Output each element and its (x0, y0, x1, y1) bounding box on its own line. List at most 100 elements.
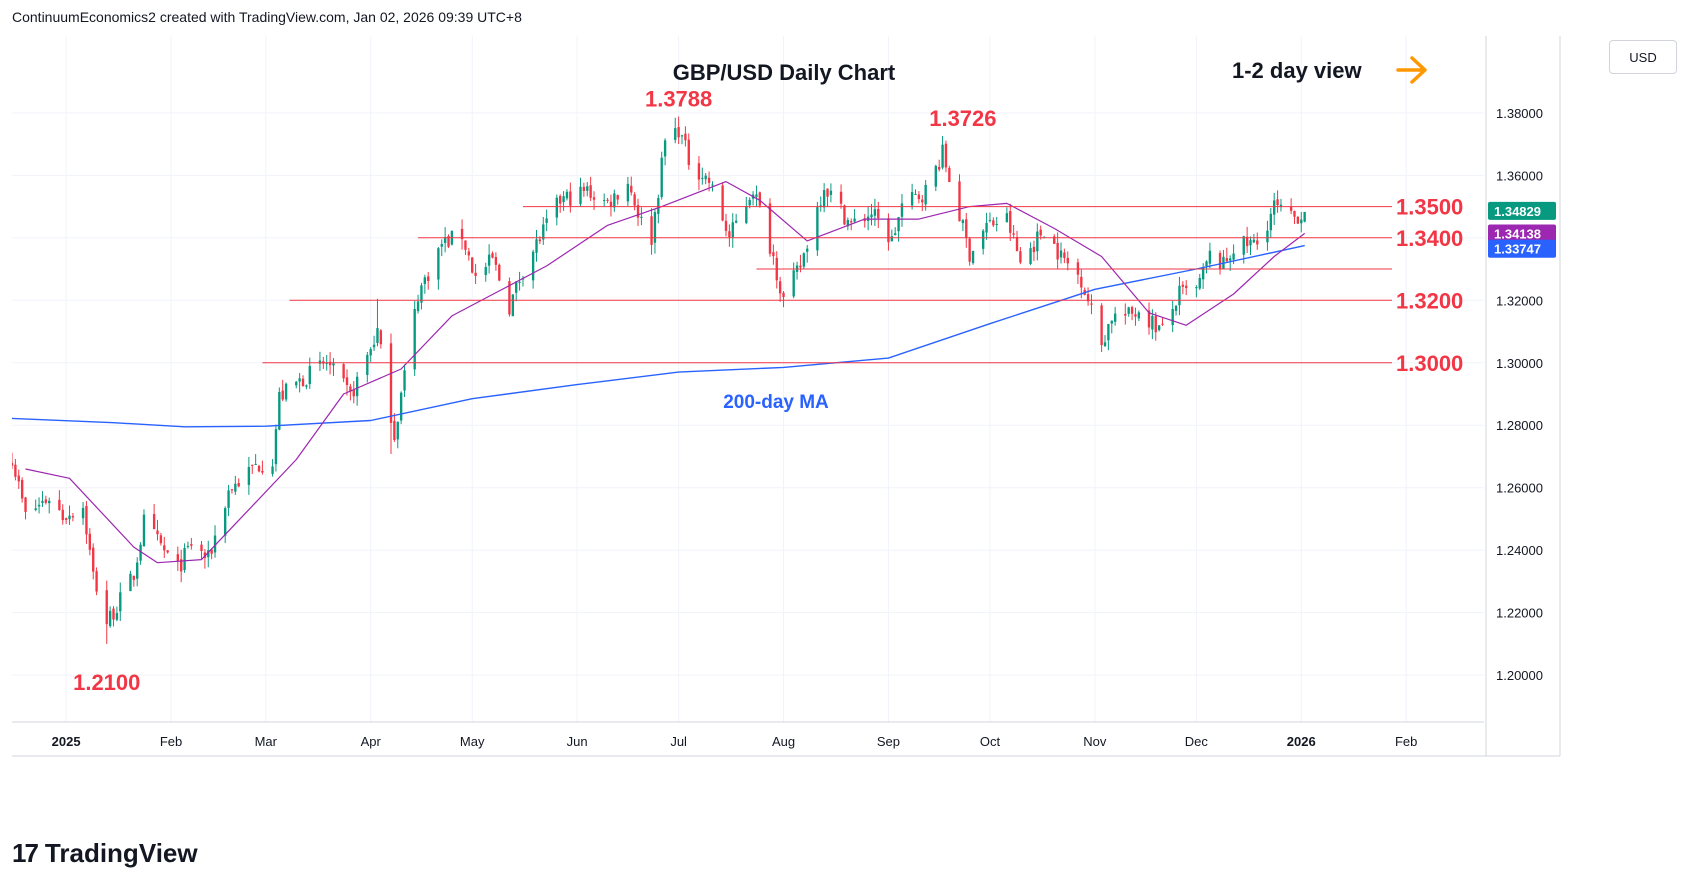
candle-body (1086, 294, 1090, 302)
candle-body (166, 550, 169, 553)
candle-body (186, 545, 190, 547)
candlestick-chart[interactable]: 1.20000 1.22000 1.24000 1.26000 1.28000 1.300… (12, 36, 1672, 816)
candle-body (1100, 305, 1103, 346)
candle-body (559, 196, 562, 204)
candle-body (1113, 313, 1117, 322)
candle-body (535, 239, 538, 253)
candle-body (1015, 236, 1019, 252)
candle-body (799, 265, 802, 268)
currency-button[interactable]: USD (1609, 40, 1677, 74)
candle-body (914, 193, 917, 195)
x-tick-label: Apr (361, 734, 382, 749)
y-tick-label: 1.32000 (1496, 293, 1543, 308)
y-tick-label: 1.24000 (1496, 543, 1543, 558)
candle-body (1029, 248, 1032, 264)
chart-area[interactable]: 1.20000 1.22000 1.24000 1.26000 1.28000 1.300… (12, 36, 1672, 816)
tradingview-logo[interactable]: 17 TradingView (12, 838, 198, 869)
candle-body (71, 516, 75, 518)
candle-body (592, 197, 596, 200)
candle-body (663, 140, 667, 157)
candle-body (1103, 342, 1107, 347)
candle-body (152, 514, 156, 530)
candle-body (366, 354, 369, 376)
candle-body (542, 224, 545, 240)
candle-body (616, 195, 619, 200)
candle-body (748, 199, 751, 206)
candle-body (1273, 200, 1276, 215)
x-tick-label: Jul (670, 734, 687, 749)
candle-body (768, 203, 772, 254)
candle-body (1056, 242, 1059, 260)
candle-body (778, 281, 782, 294)
y-tick-label: 1.28000 (1496, 418, 1543, 433)
candle-body (887, 218, 890, 243)
candle-body (440, 244, 443, 247)
chart-byline: ContinuumEconomics2 created with Trading… (12, 9, 522, 25)
chart-title: GBP/USD Daily Chart (673, 60, 896, 85)
candle-body (988, 220, 992, 222)
candle-body (640, 216, 643, 218)
candle-body (826, 188, 829, 197)
x-tick-label: Aug (772, 734, 795, 749)
candle-body (1127, 307, 1130, 314)
candle-body (308, 365, 311, 385)
candle-body (474, 272, 477, 276)
candle-body (1053, 236, 1056, 244)
tradingview-logo-icon: 17 (12, 838, 39, 868)
candle-body (48, 500, 51, 504)
candle-body (396, 421, 399, 440)
candle-body (758, 192, 762, 206)
candle-body (139, 544, 142, 561)
candle-body (924, 184, 927, 205)
candle-body (399, 392, 403, 421)
candle-body (159, 535, 163, 544)
candle-body (403, 370, 406, 391)
candle-body (890, 236, 894, 242)
candle-body (555, 197, 558, 218)
candle-body (1171, 309, 1174, 326)
candle-body (806, 248, 809, 252)
candle-body (1151, 315, 1154, 330)
candle-body (660, 157, 663, 198)
y-tick-label: 1.36000 (1496, 168, 1543, 183)
candle-body (254, 463, 257, 465)
candle-body (437, 248, 440, 280)
candle-body (355, 376, 359, 397)
candle-body (379, 330, 383, 345)
candle-body (1276, 199, 1279, 206)
price-label-last: 1.34829 (1494, 204, 1541, 219)
candle-body (731, 222, 734, 238)
candle-body (12, 462, 14, 466)
candle-body (606, 199, 609, 201)
candle-body (44, 499, 48, 503)
candle-body (626, 183, 630, 202)
candle-body (498, 264, 501, 281)
candle-body (389, 343, 393, 423)
y-tick-label: 1.26000 (1496, 481, 1543, 496)
candle-body (447, 236, 450, 247)
candle-body (85, 505, 88, 535)
candle-body (37, 504, 41, 507)
candle-body (985, 222, 988, 233)
candle-body (210, 549, 213, 554)
candle-body (1232, 253, 1235, 260)
candle-body (531, 251, 535, 281)
candle-body (630, 185, 633, 193)
price-label-ma20: 1.34138 (1494, 226, 1541, 241)
candle-body (1134, 314, 1137, 317)
candle-body (142, 514, 146, 547)
x-tick-label: Mar (255, 734, 278, 749)
candle-body (345, 377, 349, 386)
candle-body (934, 165, 937, 187)
candle-body (701, 177, 704, 179)
candle-body (589, 185, 592, 198)
candle-body (92, 547, 95, 572)
candle-body (105, 590, 108, 625)
candle-body (464, 240, 467, 250)
candle-body (328, 361, 332, 366)
candle-body (846, 219, 850, 227)
candle-body (910, 192, 914, 206)
candle-body (1059, 250, 1063, 258)
candle-body (1080, 276, 1083, 288)
candle-body (1174, 305, 1178, 311)
